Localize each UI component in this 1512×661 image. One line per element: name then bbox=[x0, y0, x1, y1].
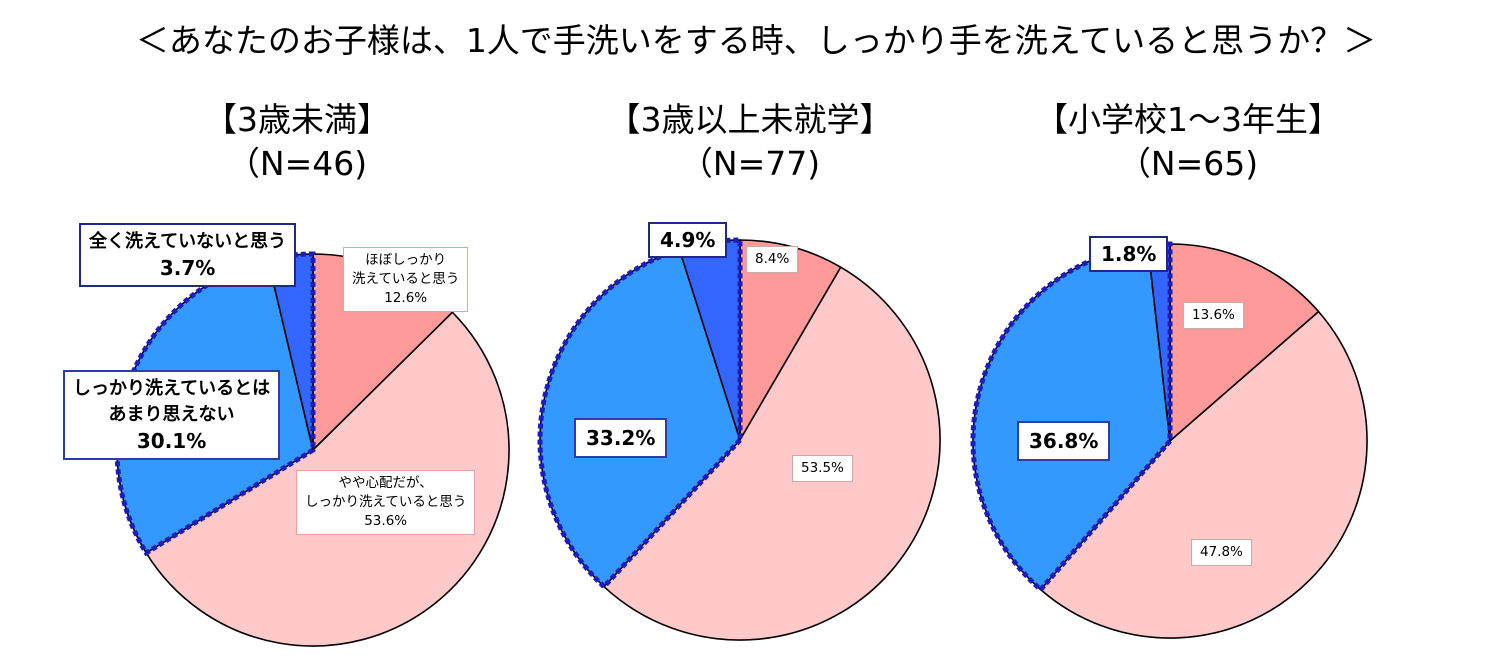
label-under3-not-at-all-line1: 全く洗えていないと思う bbox=[89, 231, 287, 252]
chart-header-under3: 【3歳未満】 （N=46) bbox=[47, 98, 547, 186]
label-under3-somewhat-line2: しっかり洗えていると思う bbox=[305, 494, 467, 510]
label-under3-not-really-value: 30.1% bbox=[136, 429, 207, 453]
label-under3-somewhat: やや心配だが、 しっかり洗えていると思う 53.6% bbox=[296, 470, 476, 535]
label-preschool-somewhat: 53.5% bbox=[792, 455, 853, 482]
label-under3-very-value: 12.6% bbox=[384, 290, 428, 306]
label-preschool-not-at-all-value: 4.9% bbox=[660, 228, 716, 252]
label-under3-not-really: しっかり洗えているとは あまり思えない 30.1% bbox=[63, 370, 281, 460]
label-preschool-very-value: 8.4% bbox=[755, 251, 790, 267]
pie-elementary-slice-very bbox=[1169, 243, 1320, 442]
chart-subtitle-preschool: （N=77) bbox=[679, 144, 821, 183]
label-preschool-somewhat-value: 53.5% bbox=[801, 460, 844, 476]
label-elementary-somewhat-value: 47.8% bbox=[1200, 544, 1243, 560]
label-under3-not-at-all-value: 3.7% bbox=[159, 256, 216, 280]
label-preschool-very: 8.4% bbox=[746, 246, 799, 273]
chart-title-preschool: 【3歳以上未就学】 bbox=[607, 100, 893, 139]
page-title: ＜あなたのお子様は、1人で手洗いをする時、しっかり手を洗えていると思うか？＞ bbox=[135, 21, 1377, 60]
label-preschool-not-at-all: 4.9% bbox=[648, 222, 728, 258]
label-under3-very-line1: ほぼしっかり bbox=[365, 252, 447, 268]
pie-elementary-slice-somewhat bbox=[1039, 310, 1368, 639]
label-under3-very: ほぼしっかり 洗えていると思う 12.6% bbox=[343, 247, 469, 312]
label-under3-not-really-line2: あまり思えない bbox=[108, 404, 235, 425]
pie-under3-highlight-outline bbox=[114, 251, 316, 557]
chart-header-elementary: 【小学校1～3年生】 （N=65) bbox=[938, 98, 1438, 186]
chart-title-elementary: 【小学校1～3年生】 bbox=[1035, 100, 1341, 139]
pie-preschool-slice-somewhat bbox=[603, 266, 941, 641]
label-elementary-not-really-value: 36.8% bbox=[1029, 429, 1099, 453]
label-under3-very-line2: 洗えていると思う bbox=[352, 271, 460, 287]
label-elementary-not-at-all: 1.8% bbox=[1089, 236, 1169, 272]
label-elementary-very-value: 13.6% bbox=[1192, 307, 1235, 323]
chart-header-preschool: 【3歳以上未就学】 （N=77) bbox=[500, 98, 1000, 186]
label-under3-somewhat-line1: やや心配だが、 bbox=[338, 475, 433, 491]
label-under3-somewhat-value: 53.6% bbox=[364, 513, 408, 529]
chart-title-under3: 【3歳未満】 bbox=[204, 100, 390, 139]
label-under3-not-really-line1: しっかり洗えているとは bbox=[73, 378, 271, 399]
label-preschool-not-really-value: 33.2% bbox=[586, 426, 656, 450]
label-under3-not-at-all: 全く洗えていないと思う 3.7% bbox=[79, 223, 297, 287]
label-elementary-not-really: 36.8% bbox=[1017, 421, 1111, 461]
chart-subtitle-under3: （N=46) bbox=[226, 144, 368, 183]
chart-subtitle-elementary: （N=65) bbox=[1117, 144, 1259, 183]
label-elementary-not-at-all-value: 1.8% bbox=[1101, 242, 1157, 266]
label-preschool-not-really: 33.2% bbox=[574, 418, 668, 458]
pie-preschool-highlight-outline bbox=[537, 237, 743, 591]
label-elementary-somewhat: 47.8% bbox=[1191, 539, 1252, 566]
label-elementary-very: 13.6% bbox=[1183, 302, 1244, 329]
